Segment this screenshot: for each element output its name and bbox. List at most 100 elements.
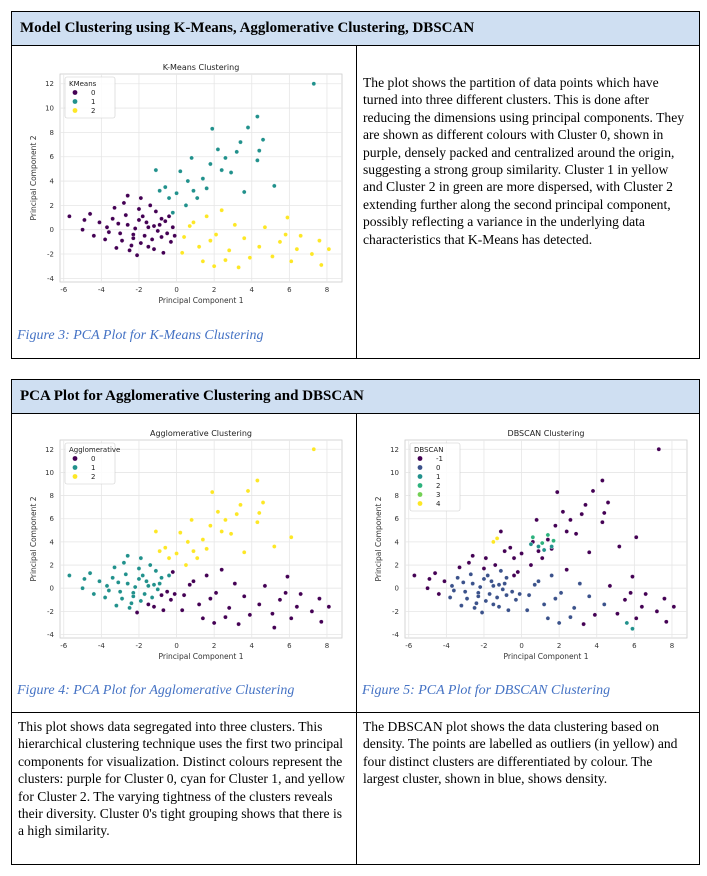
data-point [168,597,174,603]
data-point [166,214,172,219]
data-point [166,573,172,578]
data-point [134,610,140,615]
legend-marker [72,108,78,113]
x-tick-label: 4 [595,642,600,650]
data-point [256,244,262,250]
data-point [161,250,166,256]
data-point [140,573,146,578]
data-point [285,574,290,579]
x-axis-label: Principal Component 1 [158,296,243,305]
data-point [91,233,97,239]
data-point [129,600,134,606]
data-point [487,591,492,597]
data-point [178,169,183,174]
x-tick-label: 8 [325,642,329,650]
data-point [226,605,232,611]
y-tick-label: 2 [50,202,54,210]
data-point [288,616,294,621]
data-point [524,607,530,613]
data-point [80,227,85,232]
data-point [228,170,234,175]
x-tick-label: -2 [135,286,142,294]
legend-label: 3 [436,491,440,499]
x-tick-label: -4 [98,642,106,650]
data-point [528,541,534,547]
y-tick-label: 12 [45,80,54,88]
legend-label: 1 [436,473,440,481]
chart-title: Agglomerative Clustering [150,429,252,438]
data-point [573,531,579,537]
data-point [132,584,138,590]
data-point [219,167,224,173]
data-point [153,167,159,173]
data-point [571,605,577,611]
legend-label: 0 [436,464,440,472]
data-point [245,125,251,130]
x-tick-label: -2 [480,642,487,650]
data-point [539,540,545,546]
data-point [136,576,142,582]
data-point [117,589,123,594]
data-point [215,147,221,152]
data-point [162,545,168,550]
data-point [208,523,213,528]
data-point [600,478,605,483]
data-point [219,529,224,534]
data-point [545,616,551,621]
legend-title: Agglomerative [69,446,120,454]
y-tick-label: -4 [47,275,55,283]
data-point [157,581,162,586]
data-point [196,244,202,250]
data-point [601,510,607,516]
data-point [459,603,464,608]
data-point [654,609,660,614]
data-point [255,114,260,119]
y-tick-label: -2 [47,608,54,616]
data-point [639,604,645,610]
data-point [136,566,142,571]
data-point [121,560,127,566]
data-point [125,581,130,586]
data-point [309,251,315,257]
legend-marker [72,474,78,479]
legend-marker [72,90,78,95]
data-point [110,216,115,222]
data-point [553,596,558,601]
data-point [185,178,191,184]
y-tick-label: 0 [50,585,54,593]
y-tick-label: 8 [50,492,54,500]
data-point [288,534,294,540]
data-point [102,237,108,242]
data-point [134,252,140,258]
x-tick-label: 2 [557,642,561,650]
data-point [241,189,247,195]
data-point [112,565,117,570]
y-tick-label: -2 [47,251,54,259]
data-point [138,598,144,604]
data-point [191,578,196,584]
data-point [121,200,127,206]
data-point [462,589,468,594]
x-tick-label: 6 [287,642,292,650]
data-point [140,214,146,219]
data-point [294,604,300,610]
data-point [147,562,153,568]
data-point [447,595,453,600]
data-point [600,519,605,525]
data-point [541,602,547,607]
data-point [117,231,123,236]
data-point [123,212,129,218]
data-point [82,576,87,582]
data-point [474,600,479,606]
legend-label: -1 [436,455,443,463]
data-point [247,255,253,260]
kmeans-section-table: Model Clustering using K-Means, Agglomer… [11,11,700,359]
data-point [662,596,667,601]
data-point [577,581,583,586]
data-point [436,591,442,597]
data-point [496,582,502,588]
data-point [477,584,483,590]
data-point [630,626,635,632]
y-tick-label: 8 [50,129,54,137]
data-point [179,250,185,256]
